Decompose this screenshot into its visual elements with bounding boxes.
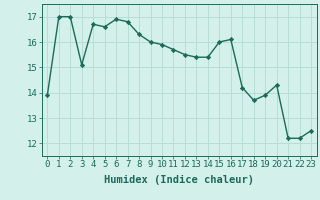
X-axis label: Humidex (Indice chaleur): Humidex (Indice chaleur) bbox=[104, 175, 254, 185]
